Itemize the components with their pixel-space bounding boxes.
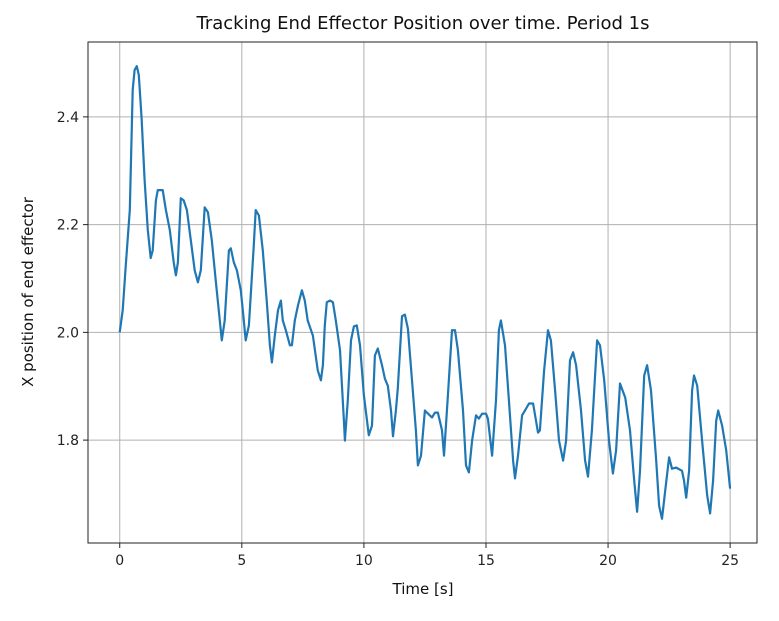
x-tick-label: 5 <box>237 553 246 569</box>
x-tick-label: 15 <box>477 553 495 569</box>
x-tick-label: 20 <box>599 553 617 569</box>
chart-title: Tracking End Effector Position over time… <box>196 13 650 34</box>
x-tick-label: 0 <box>115 553 124 569</box>
ticks: 0 5 10 15 20 25 1.8 2.0 2.2 2.4 <box>57 110 739 569</box>
y-tick-label: 2.0 <box>57 325 79 341</box>
series-line <box>118 65 732 520</box>
y-tick-label: 2.4 <box>57 110 79 126</box>
plot-frame <box>87 41 758 544</box>
x-axis-label: Time [s] <box>392 580 454 598</box>
y-axis-label: X position of end effector <box>19 196 37 387</box>
grid <box>88 42 757 543</box>
x-tick-label: 10 <box>355 553 373 569</box>
y-tick-label: 1.8 <box>57 433 79 449</box>
y-tick-label: 2.2 <box>57 218 79 234</box>
x-tick-label: 25 <box>721 553 739 569</box>
